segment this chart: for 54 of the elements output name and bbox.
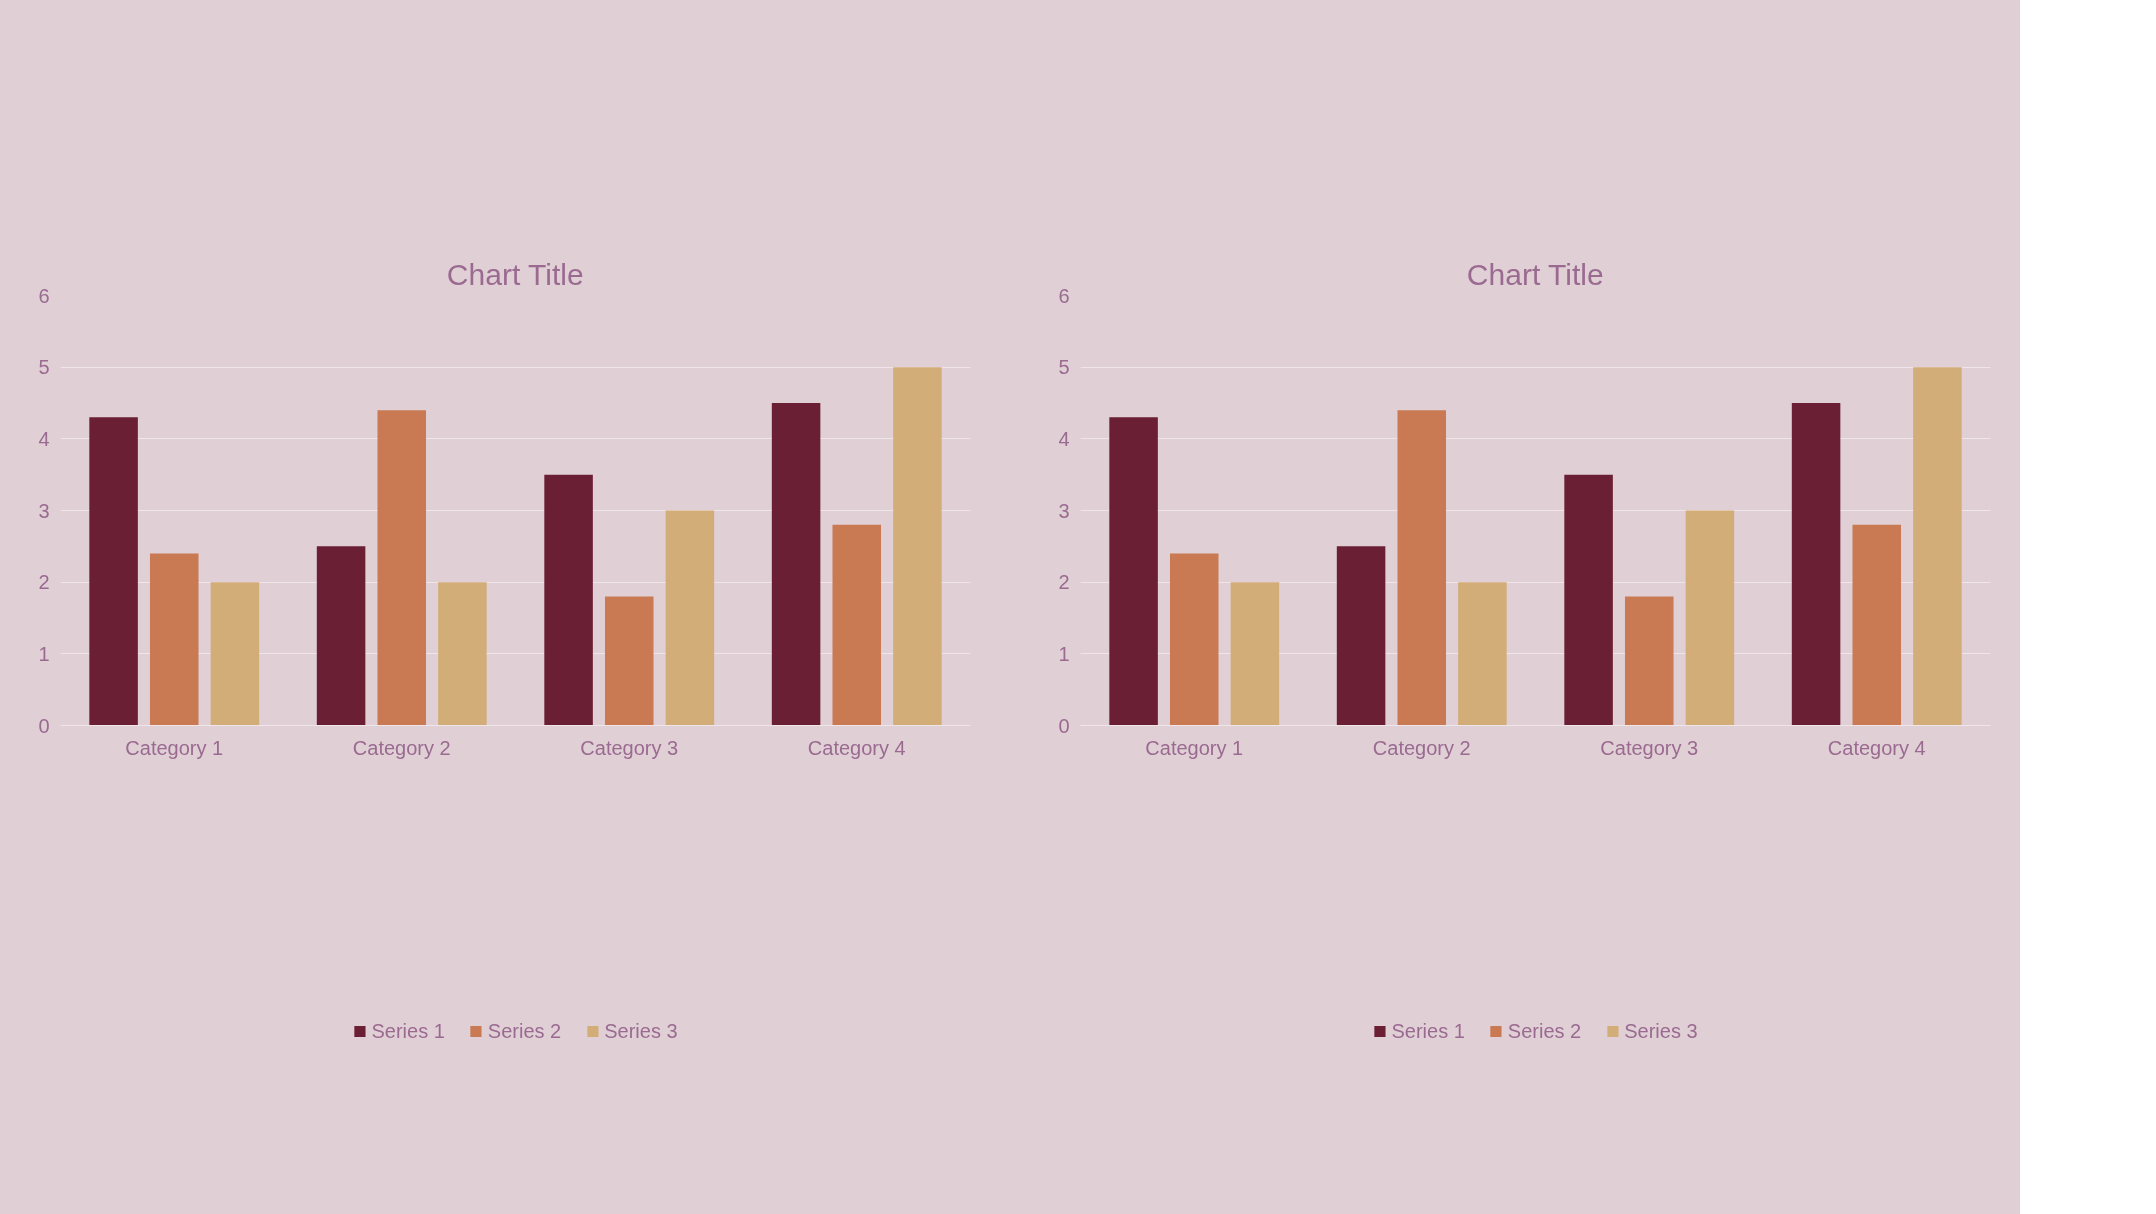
bar xyxy=(1109,417,1158,726)
y-tick-label: 4 xyxy=(38,427,50,450)
y-tick-label: 2 xyxy=(1058,571,1070,594)
legend-label: Series 3 xyxy=(1624,1019,1698,1043)
bar xyxy=(1791,403,1841,726)
x-tick-label: Category 1 xyxy=(1145,736,1244,759)
bar xyxy=(544,474,593,726)
bar xyxy=(604,596,654,726)
bar xyxy=(377,410,427,726)
y-tick-label: 6 xyxy=(38,284,50,307)
y-tick-label: 5 xyxy=(38,356,50,379)
y-tick-label: 3 xyxy=(1058,499,1070,522)
bar xyxy=(1230,582,1280,726)
bar xyxy=(210,582,260,726)
legend-label: Series 2 xyxy=(487,1019,562,1043)
bar xyxy=(149,553,199,726)
bar xyxy=(1685,510,1735,726)
bar xyxy=(893,367,942,726)
bar xyxy=(1564,474,1613,726)
x-tick-label: Category 1 xyxy=(125,736,224,759)
bar xyxy=(1913,367,1962,726)
bar xyxy=(771,403,821,726)
x-tick-label: Category 4 xyxy=(1827,736,1926,759)
y-tick-label: 1 xyxy=(38,642,50,665)
y-tick-label: 6 xyxy=(1058,284,1070,307)
bar xyxy=(316,546,366,726)
bar xyxy=(1624,596,1674,726)
bar xyxy=(438,582,487,726)
legend-label: Series 3 xyxy=(604,1019,678,1043)
y-tick-label: 0 xyxy=(1058,714,1070,737)
x-tick-label: Category 4 xyxy=(807,736,906,759)
bar xyxy=(832,524,882,726)
chart-title: Chart Title xyxy=(1466,257,1604,291)
y-tick-label: 0 xyxy=(38,714,50,737)
y-tick-label: 2 xyxy=(38,571,50,594)
bar xyxy=(1336,546,1386,726)
y-tick-label: 1 xyxy=(1058,642,1070,665)
bar xyxy=(1458,582,1507,726)
bar xyxy=(665,510,715,726)
legend-label: Series 1 xyxy=(371,1019,445,1043)
chart-title: Chart Title xyxy=(446,257,584,291)
bar xyxy=(1397,410,1447,726)
bar xyxy=(89,417,138,726)
legend-label: Series 2 xyxy=(1507,1019,1582,1043)
legend-label: Series 1 xyxy=(1391,1019,1465,1043)
y-tick-label: 5 xyxy=(1058,356,1070,379)
x-tick-label: Category 3 xyxy=(580,736,679,759)
y-tick-label: 4 xyxy=(1058,427,1070,450)
x-tick-label: Category 2 xyxy=(352,736,451,759)
bar xyxy=(1852,524,1902,726)
bar xyxy=(1169,553,1219,726)
y-tick-label: 3 xyxy=(38,499,50,522)
x-tick-label: Category 2 xyxy=(1372,736,1471,759)
x-tick-label: Category 3 xyxy=(1600,736,1699,759)
